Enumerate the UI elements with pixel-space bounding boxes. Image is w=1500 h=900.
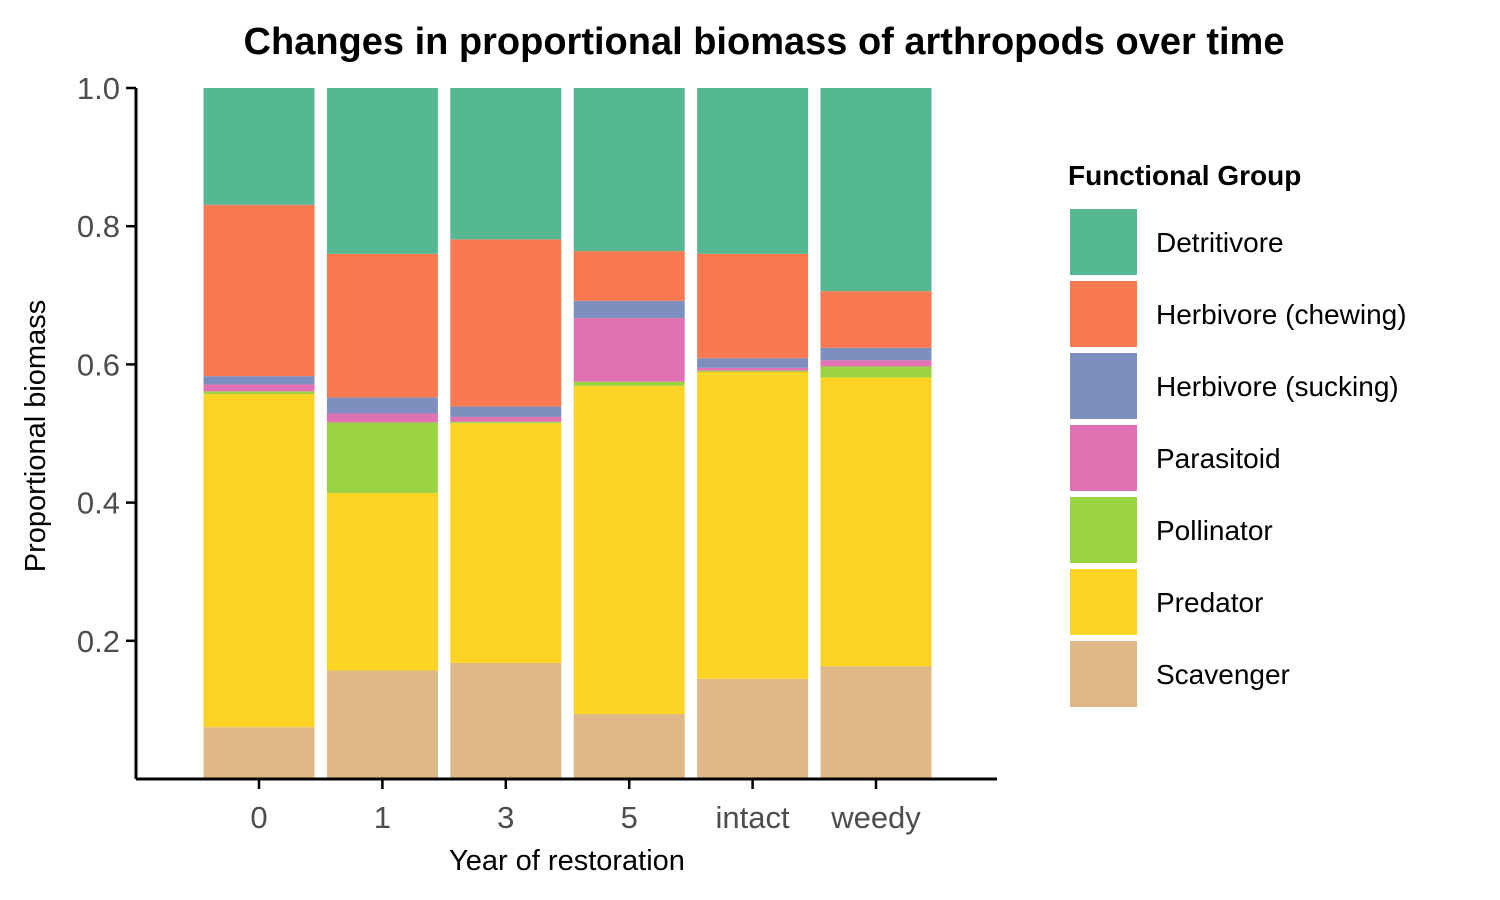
x-ticks-group: 0 1 3 5 intact weedy bbox=[250, 779, 921, 835]
x-tick-label: weedy bbox=[830, 800, 921, 835]
bar-3-herbivore-chewing bbox=[450, 239, 562, 407]
bar-intact-predator bbox=[697, 372, 809, 679]
bar-1-detritivore bbox=[326, 88, 438, 254]
legend-label-parasitoid: Parasitoid bbox=[1156, 443, 1281, 474]
bar-1-parasitoid bbox=[326, 413, 438, 423]
bar-3-herbivore-sucking bbox=[450, 406, 562, 417]
x-tick-label: 3 bbox=[497, 800, 514, 835]
bar-3-pollinator bbox=[450, 421, 562, 424]
bar-0-predator bbox=[203, 394, 315, 728]
bar-5-scavenger bbox=[573, 714, 685, 779]
bar-weedy-pollinator bbox=[820, 366, 932, 378]
bars-group bbox=[203, 88, 932, 779]
bar-1-scavenger bbox=[326, 670, 438, 779]
bar-5-parasitoid bbox=[573, 318, 685, 382]
legend-key-herbivore-chewing bbox=[1070, 281, 1137, 347]
bar-intact-herbivore-chewing bbox=[697, 253, 809, 359]
bar-0-scavenger bbox=[203, 727, 315, 779]
x-axis-label: Year of restoration bbox=[449, 845, 685, 877]
x-tick-label: 1 bbox=[374, 800, 391, 835]
bar-0-pollinator bbox=[203, 391, 315, 395]
bar-weedy-herbivore-chewing bbox=[820, 291, 932, 348]
bar-0-detritivore bbox=[203, 88, 315, 205]
x-tick-label: 5 bbox=[621, 800, 638, 835]
bar-1-herbivore-sucking bbox=[326, 397, 438, 414]
legend-title: Functional Group bbox=[1068, 160, 1301, 191]
bar-1-predator bbox=[326, 492, 438, 671]
legend-key-scavenger bbox=[1070, 641, 1137, 707]
bar-intact-herbivore-sucking bbox=[697, 358, 809, 368]
legend-key-parasitoid bbox=[1070, 425, 1137, 491]
y-tick-label: 1.0 bbox=[77, 71, 120, 106]
legend-label-pollinator: Pollinator bbox=[1156, 515, 1273, 546]
x-tick-label: 0 bbox=[250, 800, 267, 835]
bar-3-predator bbox=[450, 423, 562, 663]
bar-5-herbivore-sucking bbox=[573, 300, 685, 319]
bar-weedy-scavenger bbox=[820, 666, 932, 779]
legend-label-herbivore-chewing: Herbivore (chewing) bbox=[1156, 299, 1407, 330]
bar-weedy-predator bbox=[820, 377, 932, 667]
x-tick-label: intact bbox=[716, 800, 790, 835]
y-tick-label: 0.6 bbox=[77, 347, 120, 382]
bar-weedy-detritivore bbox=[820, 88, 932, 292]
bar-weedy-herbivore-sucking bbox=[820, 347, 932, 361]
bar-weedy-parasitoid bbox=[820, 360, 932, 367]
bar-5-predator bbox=[573, 385, 685, 715]
bar-0-herbivore-chewing bbox=[203, 204, 315, 377]
bar-3-parasitoid bbox=[450, 416, 562, 422]
bar-5-herbivore-chewing bbox=[573, 251, 685, 301]
bar-3-scavenger bbox=[450, 662, 562, 779]
bar-1-pollinator bbox=[326, 422, 438, 493]
bar-1-herbivore-chewing bbox=[326, 253, 438, 398]
legend: Functional Group Detritivore Herbivore (c… bbox=[1068, 160, 1407, 707]
legend-label-detritivore: Detritivore bbox=[1156, 227, 1284, 258]
legend-label-herbivore-sucking: Herbivore (sucking) bbox=[1156, 371, 1399, 402]
bar-5-pollinator bbox=[573, 381, 685, 386]
legend-key-predator bbox=[1070, 569, 1137, 635]
bar-intact-parasitoid bbox=[697, 367, 809, 371]
y-tick-label: 0.2 bbox=[77, 624, 120, 659]
legend-key-detritivore bbox=[1070, 209, 1137, 275]
bar-intact-pollinator bbox=[697, 370, 809, 372]
legend-label-predator: Predator bbox=[1156, 587, 1263, 618]
bar-5-detritivore bbox=[573, 88, 685, 252]
bar-0-parasitoid bbox=[203, 384, 315, 392]
y-tick-label: 0.4 bbox=[77, 486, 120, 521]
y-ticks-group: 0.2 0.4 0.6 0.8 1.0 bbox=[77, 71, 136, 659]
y-tick-label: 0.8 bbox=[77, 209, 120, 244]
bar-intact-scavenger bbox=[697, 678, 809, 779]
chart-title: Changes in proportional biomass of arthr… bbox=[244, 21, 1285, 63]
legend-key-pollinator bbox=[1070, 497, 1137, 563]
y-axis-label: Proportional biomass bbox=[20, 300, 52, 572]
bar-0-herbivore-sucking bbox=[203, 376, 315, 385]
bar-3-detritivore bbox=[450, 88, 562, 240]
legend-key-herbivore-sucking bbox=[1070, 353, 1137, 419]
bar-intact-detritivore bbox=[697, 88, 809, 254]
legend-label-scavenger: Scavenger bbox=[1156, 659, 1290, 690]
